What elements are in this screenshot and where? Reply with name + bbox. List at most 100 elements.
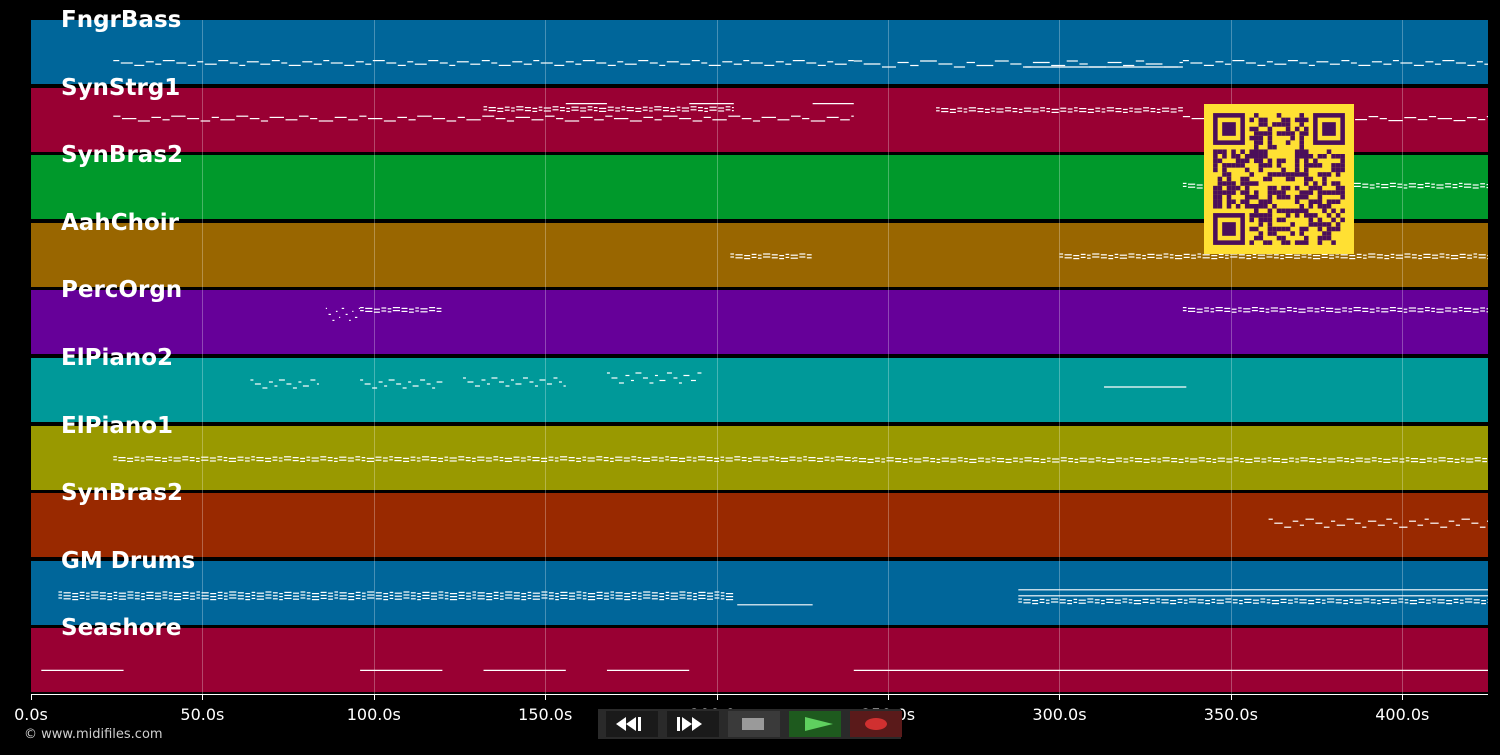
qr-module: [1326, 231, 1332, 236]
qr-module: [1276, 163, 1282, 168]
qr-module: [1217, 185, 1223, 191]
qr-module: [1322, 222, 1327, 227]
qr-module: [1267, 176, 1273, 182]
qr-module: [1308, 176, 1314, 182]
qr-module: [1231, 181, 1236, 186]
qr-module: [1249, 226, 1254, 232]
qr-module: [1226, 194, 1232, 200]
track-label: FngrBass: [61, 7, 182, 33]
grid-line: [1059, 20, 1061, 695]
qr-module: [1326, 222, 1332, 227]
stop-button[interactable]: [728, 711, 780, 737]
qr-module: [1331, 167, 1336, 173]
qr-module: [1285, 122, 1291, 127]
tick-mark: [373, 694, 375, 700]
qr-module: [1235, 204, 1241, 209]
qr-module: [1326, 149, 1332, 154]
qr-module: [1276, 208, 1282, 214]
qr-module: [1322, 204, 1327, 209]
qr-module: [1281, 240, 1286, 245]
track-label: SynStrg1: [61, 74, 181, 101]
qr-module: [1313, 199, 1318, 204]
qr-module: [1285, 126, 1291, 132]
qr-module: [1231, 163, 1236, 168]
qr-module: [1258, 149, 1264, 154]
qr-module: [1222, 222, 1236, 236]
qr-module: [1258, 140, 1264, 145]
qr-module: [1222, 190, 1227, 195]
qr-module: [1249, 194, 1254, 200]
play-icon: [805, 717, 833, 731]
qr-module: [1326, 213, 1332, 218]
qr-module: [1272, 144, 1277, 150]
qr-module: [1331, 163, 1336, 168]
qr-module: [1317, 222, 1323, 227]
qr-module: [1254, 158, 1259, 164]
qr-module: [1304, 167, 1309, 173]
qr-module: [1322, 181, 1327, 186]
qr-module: [1285, 194, 1291, 200]
qr-module: [1226, 185, 1232, 191]
qr-module: [1240, 163, 1245, 168]
qr-module: [1249, 135, 1254, 141]
qr-module: [1254, 131, 1259, 136]
track-label: PercOrgn: [61, 277, 183, 304]
qr-module: [1244, 194, 1250, 200]
record-icon: [865, 718, 887, 730]
qr-module: [1317, 240, 1323, 245]
qr-module: [1317, 172, 1323, 177]
record-button[interactable]: [850, 711, 902, 737]
qr-module: [1290, 172, 1295, 177]
qr-module: [1294, 149, 1300, 154]
qr-module: [1335, 167, 1341, 173]
qr-module: [1313, 181, 1318, 186]
qr-module: [1304, 126, 1309, 132]
qr-module: [1281, 226, 1286, 232]
fast-forward-button[interactable]: [667, 711, 719, 737]
qr-module: [1294, 126, 1300, 132]
qr-module: [1281, 158, 1286, 164]
track-lane: [31, 290, 1488, 355]
qr-module: [1285, 131, 1291, 136]
qr-module: [1249, 117, 1254, 123]
copyright-text: © www.midifiles.com: [24, 727, 163, 742]
qr-module: [1304, 235, 1309, 241]
qr-module: [1276, 131, 1282, 136]
qr-module: [1294, 154, 1300, 159]
qr-module: [1322, 172, 1327, 177]
qr-module: [1290, 208, 1295, 214]
qr-module: [1304, 117, 1309, 123]
qr-module: [1340, 163, 1345, 168]
qr-module: [1222, 172, 1227, 177]
rewind-button[interactable]: [606, 711, 658, 737]
qr-module: [1267, 217, 1273, 223]
qr-module: [1326, 226, 1332, 232]
qr-module: [1304, 194, 1309, 200]
grid-line: [1402, 20, 1404, 695]
tick-mark: [888, 694, 890, 700]
qr-module: [1326, 204, 1332, 209]
qr-module: [1217, 204, 1223, 209]
qr-module: [1294, 167, 1300, 173]
qr-module: [1263, 131, 1268, 136]
qr-module: [1258, 122, 1264, 127]
track-label: SynBras2: [61, 142, 184, 169]
tick-label: 350.0s: [1203, 705, 1258, 724]
qr-module: [1244, 190, 1250, 195]
tick-mark: [716, 694, 718, 700]
qr-module: [1299, 144, 1304, 150]
qr-module: [1299, 149, 1304, 154]
qr-module: [1258, 213, 1264, 218]
qr-module: [1340, 217, 1345, 223]
qr-module: [1281, 217, 1286, 223]
tick-mark: [545, 694, 547, 700]
grid-line: [888, 20, 890, 695]
qr-module: [1299, 122, 1304, 127]
play-button[interactable]: [789, 711, 841, 737]
transport-controls: [598, 709, 902, 739]
qr-module: [1235, 185, 1241, 191]
qr-module: [1272, 122, 1277, 127]
qr-module: [1285, 140, 1291, 145]
qr-module: [1249, 154, 1254, 159]
qr-module: [1340, 185, 1345, 191]
